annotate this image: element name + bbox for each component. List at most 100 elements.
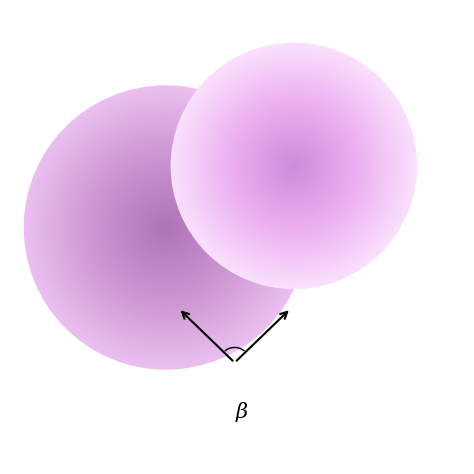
Circle shape [107, 168, 225, 287]
Circle shape [152, 213, 180, 242]
Circle shape [281, 153, 307, 179]
Circle shape [187, 59, 401, 273]
Circle shape [288, 160, 300, 172]
Circle shape [35, 96, 298, 359]
Circle shape [194, 66, 393, 265]
Circle shape [81, 142, 251, 313]
Circle shape [171, 43, 417, 289]
Circle shape [43, 104, 289, 351]
Circle shape [104, 166, 228, 289]
Circle shape [195, 67, 392, 264]
Circle shape [142, 204, 190, 251]
Circle shape [110, 172, 222, 283]
Circle shape [246, 118, 341, 213]
Circle shape [47, 109, 284, 346]
Circle shape [38, 100, 294, 356]
Circle shape [96, 157, 236, 298]
Circle shape [190, 62, 398, 270]
Circle shape [44, 105, 288, 349]
Circle shape [266, 138, 321, 193]
Circle shape [68, 129, 264, 326]
Circle shape [151, 212, 182, 243]
Circle shape [227, 99, 361, 233]
Circle shape [46, 108, 285, 347]
Circle shape [108, 169, 224, 285]
Circle shape [208, 80, 380, 252]
Circle shape [132, 193, 201, 262]
Circle shape [134, 195, 198, 260]
Circle shape [140, 201, 192, 254]
Circle shape [24, 85, 308, 370]
Circle shape [144, 205, 189, 250]
Circle shape [200, 72, 388, 260]
Circle shape [111, 173, 220, 282]
Circle shape [148, 210, 184, 246]
Circle shape [253, 125, 335, 207]
Circle shape [137, 199, 194, 256]
Circle shape [176, 48, 412, 284]
Circle shape [52, 114, 280, 341]
Circle shape [245, 117, 343, 215]
Circle shape [186, 58, 402, 274]
Circle shape [153, 214, 179, 240]
Circle shape [57, 118, 275, 337]
Circle shape [232, 104, 356, 228]
Circle shape [184, 56, 404, 276]
Circle shape [228, 100, 360, 232]
Circle shape [137, 198, 196, 257]
Circle shape [162, 224, 170, 231]
Circle shape [222, 94, 366, 238]
Circle shape [239, 111, 348, 220]
Circle shape [146, 207, 186, 247]
Circle shape [80, 141, 252, 314]
Circle shape [165, 226, 167, 228]
Circle shape [28, 90, 303, 365]
Circle shape [185, 57, 403, 275]
Circle shape [37, 98, 295, 356]
Circle shape [286, 158, 302, 174]
Circle shape [88, 149, 244, 306]
Circle shape [214, 86, 374, 246]
Circle shape [225, 97, 363, 235]
Circle shape [236, 108, 353, 224]
Circle shape [95, 156, 237, 299]
Circle shape [292, 164, 296, 168]
Circle shape [42, 103, 290, 352]
Circle shape [30, 91, 302, 364]
Circle shape [126, 187, 206, 268]
Circle shape [226, 98, 362, 234]
Circle shape [215, 87, 373, 245]
Circle shape [277, 149, 310, 182]
Circle shape [259, 131, 329, 201]
Circle shape [65, 127, 267, 328]
Circle shape [283, 155, 304, 176]
Circle shape [103, 164, 229, 290]
Circle shape [197, 69, 391, 263]
Circle shape [290, 162, 298, 170]
Circle shape [45, 107, 287, 348]
Circle shape [154, 216, 178, 239]
Circle shape [181, 53, 407, 279]
Circle shape [89, 150, 243, 304]
Circle shape [135, 197, 197, 258]
Circle shape [246, 118, 342, 214]
Circle shape [91, 153, 241, 302]
Circle shape [182, 54, 406, 278]
Circle shape [77, 138, 255, 317]
Circle shape [238, 110, 349, 221]
Circle shape [92, 154, 239, 301]
Circle shape [275, 147, 312, 184]
Circle shape [82, 143, 250, 312]
Circle shape [172, 44, 416, 288]
Circle shape [244, 116, 344, 216]
Circle shape [280, 152, 308, 180]
Circle shape [283, 155, 305, 177]
Circle shape [251, 123, 337, 209]
Circle shape [129, 191, 203, 264]
Circle shape [210, 82, 377, 249]
Circle shape [55, 116, 277, 339]
Circle shape [274, 146, 313, 185]
Circle shape [159, 220, 173, 235]
Circle shape [213, 85, 375, 247]
Circle shape [218, 90, 370, 242]
